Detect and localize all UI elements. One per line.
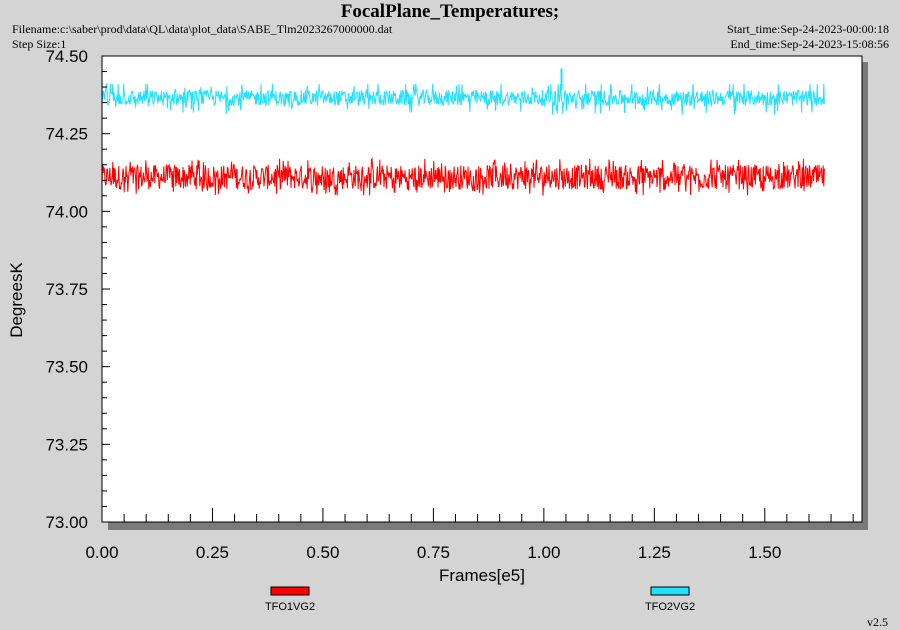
legend-label-tfo1vg2: TFO1VG2 bbox=[265, 601, 315, 613]
y-tick-label: 74.25 bbox=[45, 125, 88, 144]
series-layer bbox=[101, 68, 825, 196]
filename-text: Filename:c:\saber\prod\data\QL\data\plot… bbox=[12, 22, 393, 36]
y-tick-label: 73.75 bbox=[45, 280, 88, 299]
y-tick-label: 74.00 bbox=[45, 202, 88, 221]
legend-swatch-tfo2vg2 bbox=[650, 586, 690, 596]
series-line-tfo1vg2 bbox=[101, 157, 825, 196]
x-tick-label: 0.50 bbox=[306, 543, 339, 562]
x-tick-label: 1.25 bbox=[638, 543, 671, 562]
x-axis-label: Frames[e5] bbox=[439, 566, 525, 585]
chart-title: FocalPlane_Temperatures; bbox=[340, 1, 560, 22]
x-tick-label: 0.25 bbox=[196, 543, 229, 562]
start-time-text: Start_time:Sep-24-2023-00:00:18 bbox=[727, 22, 889, 36]
legend: TFO1VG2 TFO2VG2 bbox=[265, 586, 695, 613]
y-tick-label: 73.25 bbox=[45, 435, 88, 454]
end-time-text: End_time:Sep-24-2023-15:08:56 bbox=[730, 37, 889, 51]
y-tick-label: 73.00 bbox=[45, 513, 88, 532]
x-tick-label: 1.50 bbox=[748, 543, 781, 562]
plot-area bbox=[101, 55, 863, 523]
x-tick-label: 0.00 bbox=[85, 543, 118, 562]
y-tick-label: 73.50 bbox=[45, 358, 88, 377]
step-size-text: Step Size:1 bbox=[12, 37, 67, 51]
x-tick-label: 0.75 bbox=[417, 543, 450, 562]
x-tick-label: 1.00 bbox=[527, 543, 560, 562]
series-line-tfo2vg2 bbox=[101, 83, 825, 116]
y-axis-label: DegreesK bbox=[7, 262, 26, 338]
y-tick-label: 74.50 bbox=[45, 47, 88, 66]
legend-label-tfo2vg2: TFO2VG2 bbox=[645, 601, 695, 613]
legend-swatch-tfo1vg2 bbox=[270, 586, 310, 596]
version-label: v2.5 bbox=[867, 615, 888, 629]
axis-layer: 73.00 73.25 73.50 73.75 74.00 74.25 74.50 0.00 0… bbox=[45, 47, 862, 562]
